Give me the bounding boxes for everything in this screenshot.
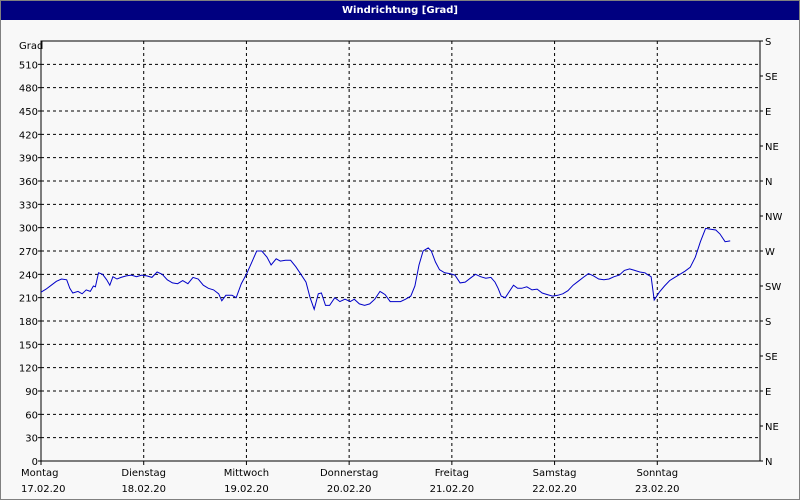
x-tick-date-label: 18.02.20 <box>121 484 166 495</box>
x-tick-date-label: 21.02.20 <box>430 484 475 495</box>
right-tick-label: NW <box>765 212 782 223</box>
y-tick-label: 150 <box>19 340 38 351</box>
right-tick-label: N <box>765 457 772 468</box>
right-tick-label: E <box>765 387 771 398</box>
y-tick-label: 270 <box>19 247 38 258</box>
series <box>40 227 731 311</box>
x-tick-date-label: 17.02.20 <box>21 484 66 495</box>
y-tick-label: 180 <box>19 317 38 328</box>
y-tick-label: 330 <box>19 200 38 211</box>
chart-title: Windrichtung [Grad] <box>1 1 799 20</box>
x-tick-day-label: Donnerstag <box>320 468 378 479</box>
y-tick-label: 0 <box>32 457 38 468</box>
x-tick-date-label: 22.02.20 <box>532 484 577 495</box>
y-tick-label: 480 <box>19 84 38 95</box>
plot-frame <box>40 40 761 462</box>
x-tick-day-label: Mittwoch <box>224 468 269 479</box>
x-tick-day-label: Montag <box>21 468 58 479</box>
y-tick-label: 450 <box>19 107 38 118</box>
y-axis-right: N NE E SE S SW W NW N NE E SE S <box>760 37 782 468</box>
right-tick-label: W <box>765 247 775 258</box>
right-tick-label: NE <box>765 142 779 153</box>
right-tick-label: NE <box>765 422 779 433</box>
right-tick-label: SW <box>765 282 781 293</box>
y-axis-label: Grad <box>19 41 43 52</box>
plot-border <box>40 40 761 462</box>
y-tick-label: 420 <box>19 130 38 141</box>
x-axis: Montag 17.02.20 Dienstag 18.02.20 Mittwoch 19… <box>21 461 680 495</box>
right-tick-label: SE <box>765 352 778 363</box>
y-tick-label: 240 <box>19 270 38 281</box>
y-tick-label: 510 <box>19 60 38 71</box>
y-tick-label: 60 <box>25 410 38 421</box>
grid <box>41 41 760 461</box>
y-axis-left: 0 30 60 90 120 150 180 210 240 270 300 330 360 390 420… <box>19 60 41 468</box>
y-tick-label: 300 <box>19 224 38 235</box>
y-tick-label: 360 <box>19 177 38 188</box>
y-tick-label: 210 <box>19 294 38 305</box>
x-tick-day-label: Freitag <box>435 468 469 479</box>
x-tick-day-label: Dienstag <box>121 468 166 479</box>
y-tick-label: 120 <box>19 364 38 375</box>
x-tick-date-label: 19.02.20 <box>224 484 269 495</box>
x-tick-date-label: 23.02.20 <box>635 484 680 495</box>
right-tick-label: E <box>765 107 771 118</box>
right-tick-label: SE <box>765 72 778 83</box>
right-tick-label: N <box>765 177 772 188</box>
y-tick-label: 390 <box>19 154 38 165</box>
right-tick-label: S <box>765 317 771 328</box>
right-tick-label: S <box>765 37 771 48</box>
y-tick-label: 90 <box>25 387 38 398</box>
x-tick-day-label: Samstag <box>533 468 577 479</box>
x-tick-date-label: 20.02.20 <box>327 484 372 495</box>
series-line <box>40 227 731 311</box>
x-tick-day-label: Sonntag <box>637 468 679 479</box>
y-tick-label: 30 <box>25 434 38 445</box>
